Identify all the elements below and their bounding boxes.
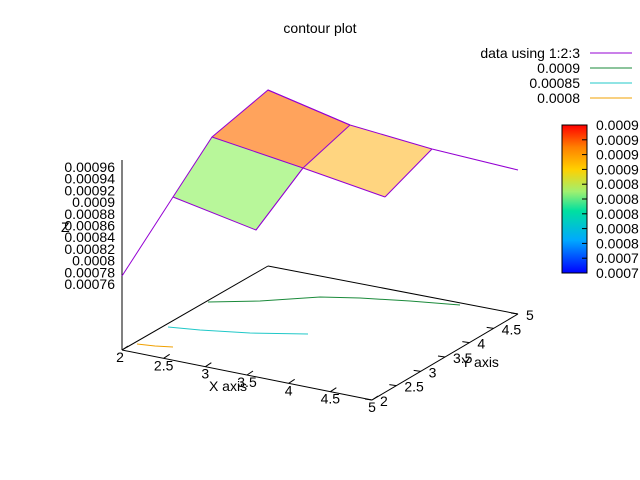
- legend-entry-label: 0.0008: [537, 90, 580, 106]
- x-axis-label: X axis: [209, 378, 247, 394]
- x-tick-label: 2.5: [154, 357, 174, 373]
- y-tick-label: 2: [380, 393, 388, 409]
- y-tick-mark: [437, 355, 446, 358]
- colorbar-ticks: 0.00090.00090.00090.00090.00080.00080.00…: [582, 117, 639, 281]
- x-tick-mark: [163, 353, 170, 359]
- colorbar-tick-label: 0.0008: [596, 191, 639, 207]
- mesh-line-col-2: [267, 89, 351, 126]
- z-tick-label: 0.00082: [64, 241, 115, 257]
- legend-entry-label: 0.0009: [537, 60, 580, 76]
- contour-line-0.0009: [207, 296, 461, 306]
- y-tick-label: 4.5: [502, 321, 522, 337]
- z-tick-label: 0.00084: [64, 229, 115, 245]
- z-tick-label: 0.00094: [64, 171, 115, 187]
- x-tick-label: 4: [285, 382, 293, 398]
- colorbar-tick-label: 0.0008: [596, 206, 639, 222]
- colorbar-tick-label: 0.0008: [596, 176, 639, 192]
- z-axis-label-fragment: Z: [61, 219, 70, 235]
- y-tick-mark: [364, 398, 373, 401]
- y-axis-ticks: 2 2.5 3 3.54 4.55: [364, 307, 534, 409]
- colorbar-tick-label: 0.0007: [596, 250, 639, 266]
- y-tick-mark: [413, 369, 421, 372]
- x-axis-ticks: 2 2.5 3 3.5 4 4.5 5: [116, 345, 379, 415]
- y-tick-label: 2.5: [404, 379, 424, 395]
- legend-entry-label: data using 1:2:3: [480, 45, 580, 61]
- z-tick-label: 0.00092: [64, 182, 115, 198]
- x-tick-label: 4.5: [321, 391, 341, 407]
- y-tick-mark: [510, 312, 519, 315]
- x-tick-mark: [246, 370, 254, 376]
- colorbar-tick-label: 0.0009: [596, 161, 639, 177]
- z-tick-label: 0.0009: [72, 194, 115, 210]
- colorbar-tick-label: 0.0009: [596, 147, 639, 163]
- z-tick-label: 0.00096: [64, 159, 115, 175]
- x-tick-label: 3.5: [237, 374, 257, 390]
- mesh-line-col-1: [211, 136, 304, 169]
- x-tick-label: 2: [116, 349, 124, 365]
- colorbar-tick-label: 0.0007: [596, 265, 639, 281]
- x-tick-label: 5: [368, 399, 376, 415]
- z-tick-label: 0.00086: [64, 218, 115, 234]
- y-tick-mark: [462, 341, 470, 344]
- y-tick-mark: [486, 326, 494, 329]
- surface-mesh: [121, 89, 519, 277]
- colorbar-tick-label: 0.0008: [596, 221, 639, 237]
- contour-line-0.00085: [167, 326, 309, 335]
- y-tick-mark: [389, 384, 397, 387]
- x-tick-mark: [330, 387, 337, 393]
- x-tick-mark: [288, 378, 295, 384]
- x-tick-mark: [121, 345, 129, 351]
- mesh-line-col-3: [255, 167, 304, 231]
- chart-title: contour plot: [283, 20, 356, 36]
- colorbar-tick-label: 0.0009: [596, 117, 639, 133]
- z-tick-label: 0.00078: [64, 264, 115, 280]
- z-axis-ticks: 0.000960.000940.000920.00090.000880.0008…: [61, 159, 115, 292]
- y-tick-label: 5: [526, 307, 534, 323]
- base-back-left-edge: [121, 265, 269, 351]
- z-tick-label: 0.0008: [72, 253, 115, 269]
- x-tick-mark: [205, 362, 212, 368]
- mesh-line-col-5: [384, 148, 433, 198]
- y-tick-label: 3.5: [453, 350, 473, 366]
- x-tick-mark: [371, 395, 379, 401]
- z-tick-label: 0.00076: [64, 276, 115, 292]
- y-tick-label: 3: [429, 364, 437, 380]
- surface-patch-green: [173, 137, 303, 230]
- colorbar-tick-label: 0.0009: [596, 132, 639, 148]
- x-tick-label: 3: [201, 366, 209, 382]
- mesh-line-col-4: [302, 124, 351, 169]
- colorbar-tick-label: 0.0008: [596, 235, 639, 251]
- contour-line-0.0008: [136, 343, 174, 348]
- base-back-right-edge: [267, 265, 519, 315]
- y-tick-label: 4: [477, 336, 485, 352]
- y-axis-label: Y axis: [461, 354, 499, 370]
- z-tick-label: 0.00088: [64, 206, 115, 222]
- legend-entry-label: 0.00085: [529, 75, 580, 91]
